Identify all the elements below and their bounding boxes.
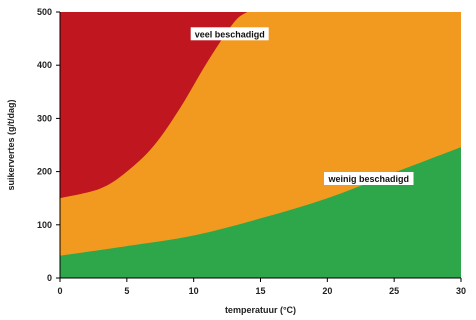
y-axis-title: suikervertes (g/t/dag) — [6, 99, 16, 190]
y-tick-label-0: 0 — [47, 273, 52, 283]
axes: 0 100 200 300 400 500 0 5 10 15 20 25 30 temperatuur … — [6, 7, 466, 315]
plot-area — [60, 12, 461, 278]
region-green — [60, 147, 461, 278]
y-tick-label-100: 100 — [37, 220, 52, 230]
x-tick-label-15: 15 — [255, 286, 265, 296]
annotation-text-0: veel beschadigd — [195, 29, 265, 39]
x-tick-label-20: 20 — [322, 286, 332, 296]
annotation-text-1: weinig beschadigd — [328, 174, 410, 184]
x-axis-title: temperatuur (°C) — [225, 305, 296, 315]
x-tick-label-30: 30 — [456, 286, 466, 296]
y-tick-label-200: 200 — [37, 167, 52, 177]
y-tick-label-500: 500 — [37, 7, 52, 17]
x-tick-label-0: 0 — [57, 286, 62, 296]
region-veel-beschadigd — [60, 12, 248, 199]
x-tick-label-5: 5 — [124, 286, 129, 296]
x-tick-label-10: 10 — [189, 286, 199, 296]
y-tick-label-300: 300 — [37, 113, 52, 123]
annotation-1: weinig beschadigd — [324, 172, 414, 185]
y-tick-label-400: 400 — [37, 60, 52, 70]
annotation-box-1 — [324, 172, 414, 185]
annotation-0: veel beschadigd — [190, 27, 269, 41]
x-tick-label-25: 25 — [389, 286, 399, 296]
annotations: veel beschadigd weinig beschadigd — [190, 27, 414, 185]
annotation-box-0 — [190, 27, 269, 41]
